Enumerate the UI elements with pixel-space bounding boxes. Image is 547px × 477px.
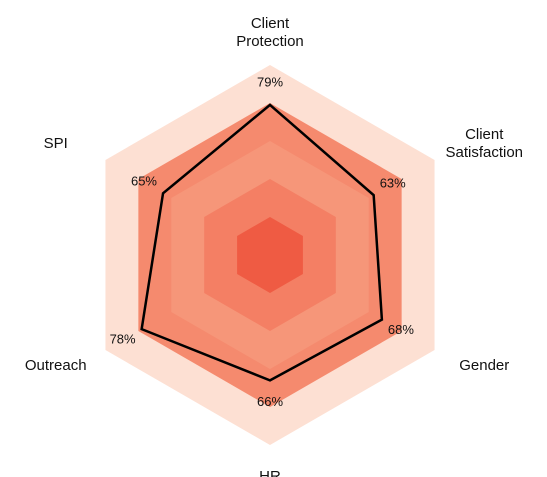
axis-label: HR: [259, 468, 281, 477]
axis-label: Client Protection: [236, 15, 304, 50]
axis-label: Client Satisfaction: [445, 126, 524, 161]
value-label: 66%: [257, 394, 283, 409]
value-label: 63%: [380, 176, 406, 191]
value-label: 68%: [388, 322, 414, 337]
value-label: 79%: [257, 74, 283, 89]
value-label: 78%: [110, 332, 136, 347]
value-label: 65%: [131, 174, 157, 189]
axis-label: SPI: [43, 135, 68, 152]
data-line: [140, 103, 384, 382]
ring: [237, 217, 303, 293]
axis-label: Outreach: [24, 357, 87, 374]
axis-label: Gender: [459, 357, 510, 374]
